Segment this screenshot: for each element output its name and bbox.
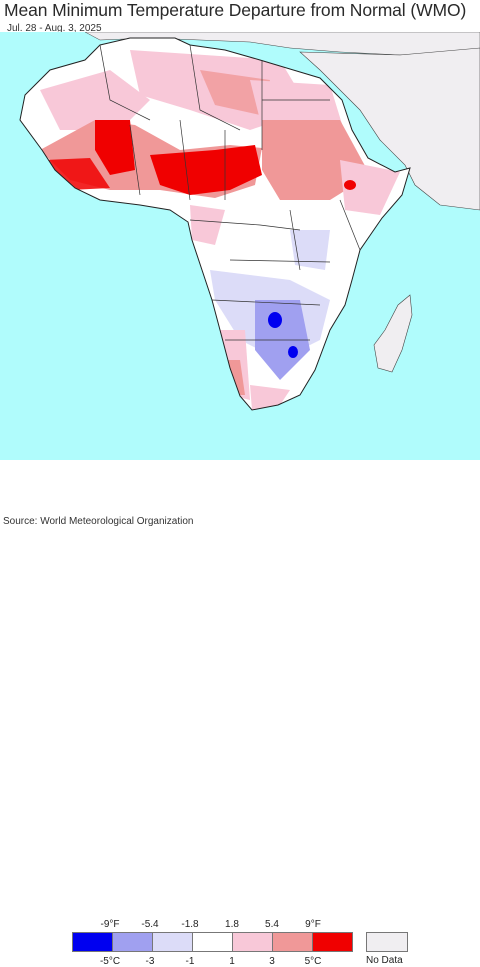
color-legend: -9°F -5.4 -1.8 1.8 5.4 9°F -5°C -3 -1 1 … [0,458,480,967]
map-title: Mean Minimum Temperature Departure from … [4,0,467,20]
legend-swatch-4 [192,932,233,952]
legend-c-tick-6: 5°C [304,956,322,967]
arabian-peninsula-no-data [299,47,480,211]
legend-f-tick-6: 9°F [305,919,321,930]
legend-f-tick-1: -9°F [100,919,120,930]
legend-c-tick-5: 3 [269,956,275,967]
legend-swatch-6 [272,932,313,952]
legend-c-tick-3: -1 [185,956,195,967]
legend-c-tick-2: -3 [145,956,155,967]
legend-f-tick-2: -5.4 [141,919,159,930]
legend-f-tick-5: 5.4 [265,919,279,930]
legend-c-tick-4: 1 [229,956,235,967]
source-credit: Source: World Meteorological Organizatio… [3,516,194,527]
madagascar-no-data [373,294,413,373]
no-data-label: No Data [366,955,403,966]
legend-swatch-3 [152,932,193,952]
africa-continent [19,37,411,411]
legend-f-tick-3: -1.8 [181,919,199,930]
legend-c-tick-1: -5°C [99,956,121,967]
legend-swatch-2 [112,932,153,952]
legend-f-tick-4: 1.8 [225,919,239,930]
legend-swatch-5 [232,932,273,952]
legend-swatch-1 [72,932,113,952]
date-range: Jul. 28 - Aug. 3, 2025 [7,23,102,34]
no-data-swatch [366,932,408,952]
map-area [0,32,480,460]
legend-swatch-7 [312,932,353,952]
